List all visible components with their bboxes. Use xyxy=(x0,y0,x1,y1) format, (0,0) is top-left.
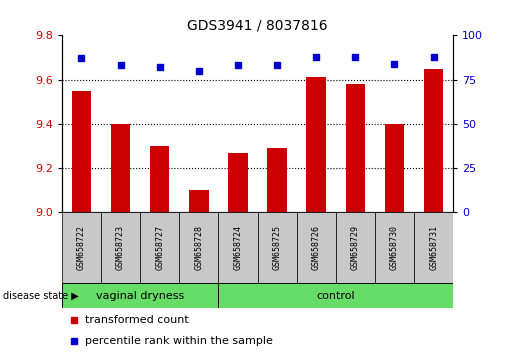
Text: transformed count: transformed count xyxy=(85,315,189,325)
Bar xyxy=(62,283,218,308)
Bar xyxy=(189,190,209,212)
Bar xyxy=(258,212,297,283)
Bar xyxy=(111,124,130,212)
Bar xyxy=(140,212,179,283)
Bar xyxy=(297,212,336,283)
Bar xyxy=(228,153,248,212)
Text: GSM658723: GSM658723 xyxy=(116,225,125,270)
Text: GSM658731: GSM658731 xyxy=(429,225,438,270)
Bar xyxy=(414,212,453,283)
Text: GSM658730: GSM658730 xyxy=(390,225,399,270)
Bar xyxy=(62,212,101,283)
Text: disease state ▶: disease state ▶ xyxy=(3,291,78,301)
Text: GSM658727: GSM658727 xyxy=(155,225,164,270)
Bar xyxy=(101,212,140,283)
Text: GSM658729: GSM658729 xyxy=(351,225,360,270)
Bar xyxy=(72,91,91,212)
Bar xyxy=(267,148,287,212)
Text: GSM658724: GSM658724 xyxy=(233,225,243,270)
Bar xyxy=(375,212,414,283)
Bar xyxy=(179,212,218,283)
Bar xyxy=(218,212,258,283)
Bar xyxy=(306,78,326,212)
Text: vaginal dryness: vaginal dryness xyxy=(96,291,184,301)
Text: GSM658726: GSM658726 xyxy=(312,225,321,270)
Bar xyxy=(346,84,365,212)
Bar xyxy=(218,283,453,308)
Text: GSM658725: GSM658725 xyxy=(272,225,282,270)
Text: GSM658728: GSM658728 xyxy=(194,225,203,270)
Bar xyxy=(150,146,169,212)
Text: GSM658722: GSM658722 xyxy=(77,225,86,270)
Bar xyxy=(424,69,443,212)
Bar xyxy=(336,212,375,283)
Bar xyxy=(385,124,404,212)
Title: GDS3941 / 8037816: GDS3941 / 8037816 xyxy=(187,19,328,33)
Text: percentile rank within the sample: percentile rank within the sample xyxy=(85,336,273,346)
Text: control: control xyxy=(316,291,355,301)
